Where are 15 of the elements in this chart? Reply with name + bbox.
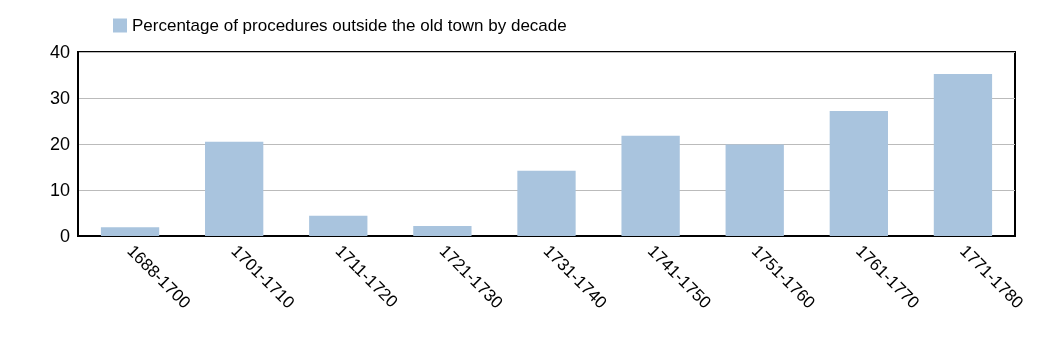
bar <box>829 110 888 236</box>
y-tick-label: 0 <box>59 226 70 246</box>
bar <box>933 74 993 236</box>
bar <box>517 170 576 236</box>
bar <box>100 227 160 236</box>
y-tick-label: 20 <box>49 134 70 154</box>
bar <box>621 135 680 236</box>
bar <box>725 144 784 236</box>
y-tick-label: 40 <box>49 42 70 62</box>
bar <box>413 225 472 236</box>
y-tick-label: 30 <box>49 88 70 108</box>
bar <box>205 141 264 236</box>
legend-label: Percentage of procedures outside the old town by decade <box>132 16 567 35</box>
y-tick-label: 10 <box>49 180 70 200</box>
bar <box>309 215 368 236</box>
